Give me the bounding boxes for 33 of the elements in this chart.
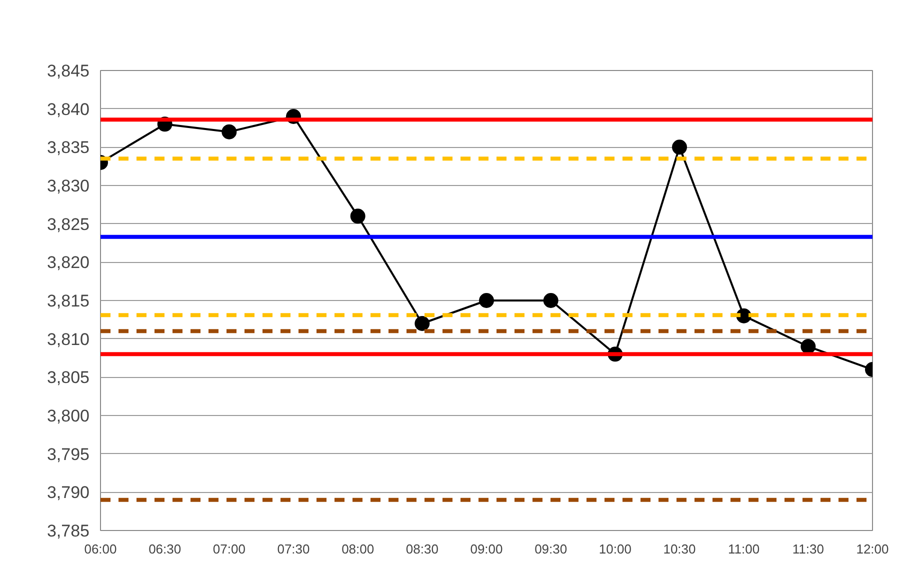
point — [672, 140, 687, 155]
x-tick-label: 06:00 — [84, 542, 117, 556]
x-tick-label: 09:00 — [470, 542, 503, 556]
point — [543, 293, 558, 308]
y-tick-label: 3,785 — [46, 522, 90, 540]
x-tick-label: 08:30 — [406, 542, 438, 556]
point — [800, 339, 816, 354]
y-tick-label: 3,790 — [46, 483, 90, 502]
x-tick-label: 11:00 — [728, 542, 760, 556]
y-tick-label: 3,840 — [46, 100, 90, 119]
x-tick-label: 07:00 — [212, 542, 246, 556]
y-tick-label: 3,825 — [46, 214, 90, 234]
x-tick-label: 11:30 — [792, 542, 824, 556]
y-tick-label: 3,810 — [46, 330, 90, 349]
x-tick-label: 08:00 — [342, 542, 374, 556]
x-tick-label: 06:30 — [148, 542, 182, 556]
x-tick-label: 12:00 — [856, 542, 889, 556]
y-tick-label: 3,805 — [46, 368, 90, 388]
x-tick-label: 09:30 — [534, 542, 568, 556]
point — [414, 316, 430, 331]
x-tick-label: 10:30 — [663, 542, 696, 556]
point — [350, 208, 366, 224]
y-tick-label: 3,820 — [46, 253, 90, 272]
point — [222, 124, 237, 140]
y-tick-label: 3,815 — [46, 292, 90, 310]
y-tick-label: 3,845 — [46, 62, 90, 80]
point — [479, 293, 494, 308]
y-tick-label: 3,830 — [46, 176, 90, 196]
y-tick-label: 3,800 — [46, 406, 90, 426]
y-tick-label: 3,835 — [46, 138, 90, 158]
x-tick-label: 10:00 — [598, 542, 632, 556]
y-tick-label: 3,795 — [46, 444, 90, 464]
x-tick-label: 07:30 — [277, 542, 310, 556]
